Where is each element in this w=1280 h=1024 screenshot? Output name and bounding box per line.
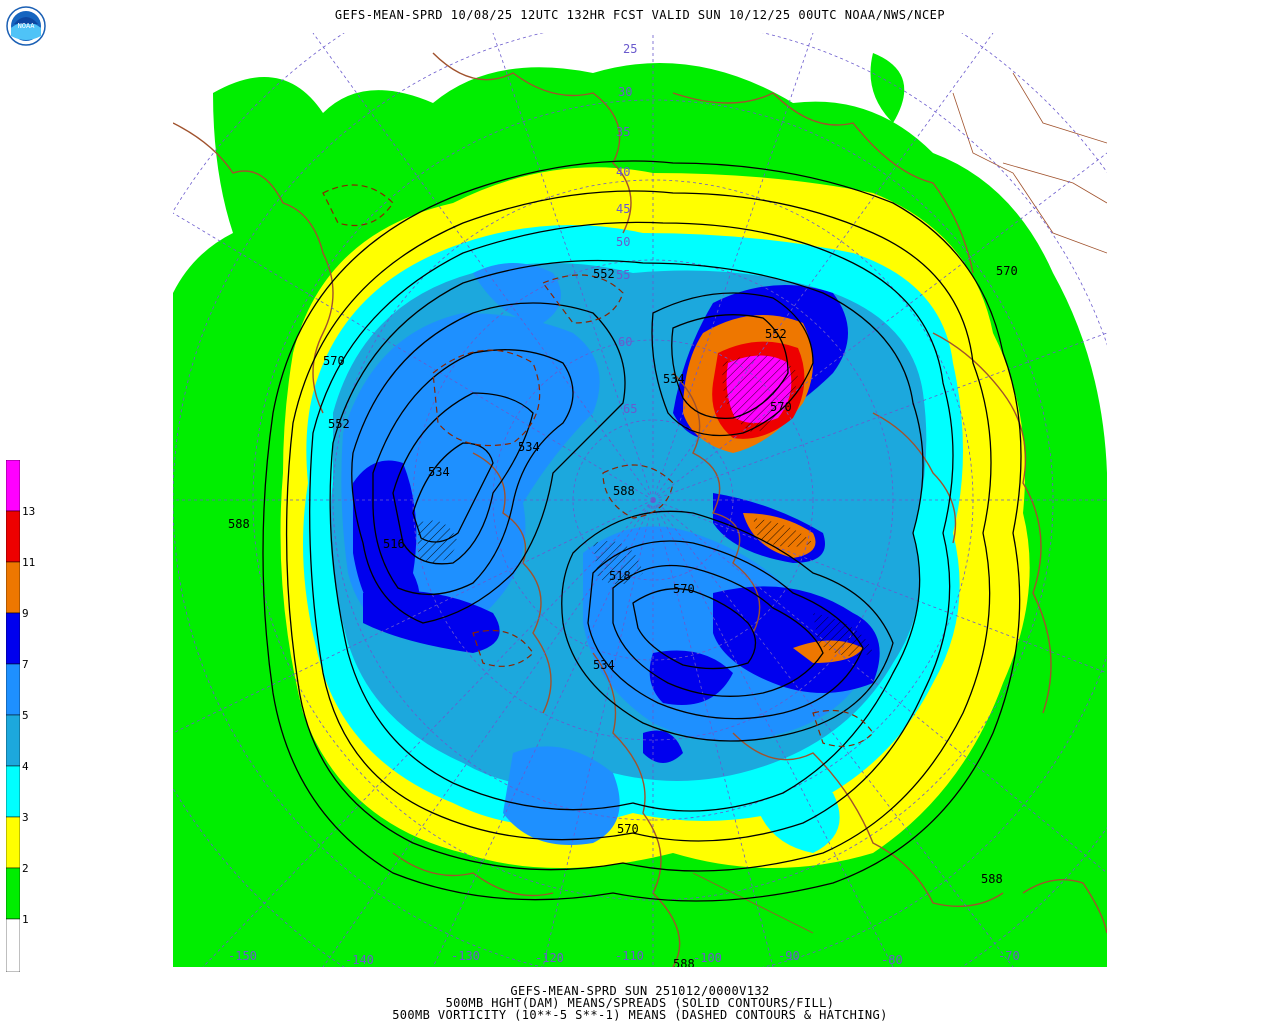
colorbar-label: 3: [22, 811, 29, 824]
colorbar-label: 7: [22, 658, 29, 671]
colorbar: [5, 459, 21, 973]
contour-label: 552: [593, 267, 615, 281]
lon-label: -80: [881, 953, 903, 967]
vorticity-contours: [322, 184, 874, 747]
footer-caption: GEFS-MEAN-SPRD SUN 251012/0000V132 500MB…: [0, 985, 1280, 1021]
footer-line-2: 500MB HGHT(DAM) MEANS/SPREADS (SOLID CON…: [445, 996, 835, 1010]
lat-label: 55: [616, 268, 630, 282]
lon-label: -130: [451, 949, 480, 963]
lon-label: -120: [535, 951, 564, 965]
contour-label: 588: [673, 957, 695, 967]
coastlines: [173, 52, 1107, 967]
lon-label: -140: [345, 953, 374, 967]
colorbar-label: 2: [22, 862, 29, 875]
contour-label: 552: [765, 327, 787, 341]
contour-label: 534: [428, 465, 450, 479]
latitude-labels: 25 30 35 40 45 50 55 60 65: [616, 42, 637, 416]
contour-label: 570: [770, 400, 792, 414]
latlon-grid: [173, 33, 1107, 967]
lat-label: 65: [623, 402, 637, 416]
contour-label: 570: [617, 822, 639, 836]
lat-label: 40: [616, 165, 630, 179]
colorbar-label: 11: [22, 556, 36, 569]
contour-label: 570: [673, 582, 695, 596]
contour-label: 588: [228, 517, 250, 531]
longitude-labels: -150 -140 -130 -120 -110 -100 -90 -80 -7…: [228, 949, 1020, 967]
chart-title: GEFS-MEAN-SPRD 10/08/25 12UTC 132HR FCST…: [334, 8, 946, 22]
lon-label: -110: [615, 949, 644, 963]
contour-label: 570: [323, 354, 345, 368]
lat-label: 35: [616, 125, 630, 139]
lon-label: -150: [228, 949, 257, 963]
contour-label: 534: [663, 372, 685, 386]
colorbar-label: 13: [22, 505, 36, 518]
colorbar-swatches: [5, 459, 21, 973]
logo-text: NOAA: [18, 22, 36, 30]
noaa-logo-icon: NOAA: [6, 6, 46, 46]
lat-label: 25: [623, 42, 637, 56]
contour-label: 516: [383, 537, 405, 551]
contour-label: 588: [613, 484, 635, 498]
contour-label: 588: [981, 872, 1003, 886]
height-contours: [262, 160, 1022, 902]
contour-label: 534: [593, 658, 615, 672]
contour-label: 570: [996, 264, 1018, 278]
colorbar-label: 9: [22, 607, 29, 620]
footer-line-1: GEFS-MEAN-SPRD SUN 251012/0000V132: [510, 984, 770, 998]
contour-label: 552: [328, 417, 350, 431]
lon-label: -100: [693, 951, 722, 965]
lat-label: 60: [618, 335, 632, 349]
contour-label: 518: [609, 569, 631, 583]
map-panel: 25 30 35 40 45 50 55 60 65 -150 -140 -13…: [173, 33, 1107, 967]
contour-label: 534: [518, 440, 540, 454]
contour-labels: 588 570 552 534 516 534 552 570 588 552 …: [228, 264, 1018, 967]
lon-label: -90: [778, 949, 800, 963]
lat-label: 45: [616, 202, 630, 216]
lat-label: 30: [618, 85, 632, 99]
political-boundaries: [692, 72, 1107, 934]
colorbar-label: 5: [22, 709, 29, 722]
vorticity-hatching: [418, 355, 873, 657]
weather-map: 25 30 35 40 45 50 55 60 65 -150 -140 -13…: [173, 33, 1107, 967]
colorbar-label: 1: [22, 913, 29, 926]
lat-label: 50: [616, 235, 630, 249]
colorbar-label: 4: [22, 760, 29, 773]
footer-line-3: 500MB VORTICITY (10**-5 S**-1) MEANS (DA…: [392, 1008, 888, 1022]
lon-label: -70: [998, 949, 1020, 963]
